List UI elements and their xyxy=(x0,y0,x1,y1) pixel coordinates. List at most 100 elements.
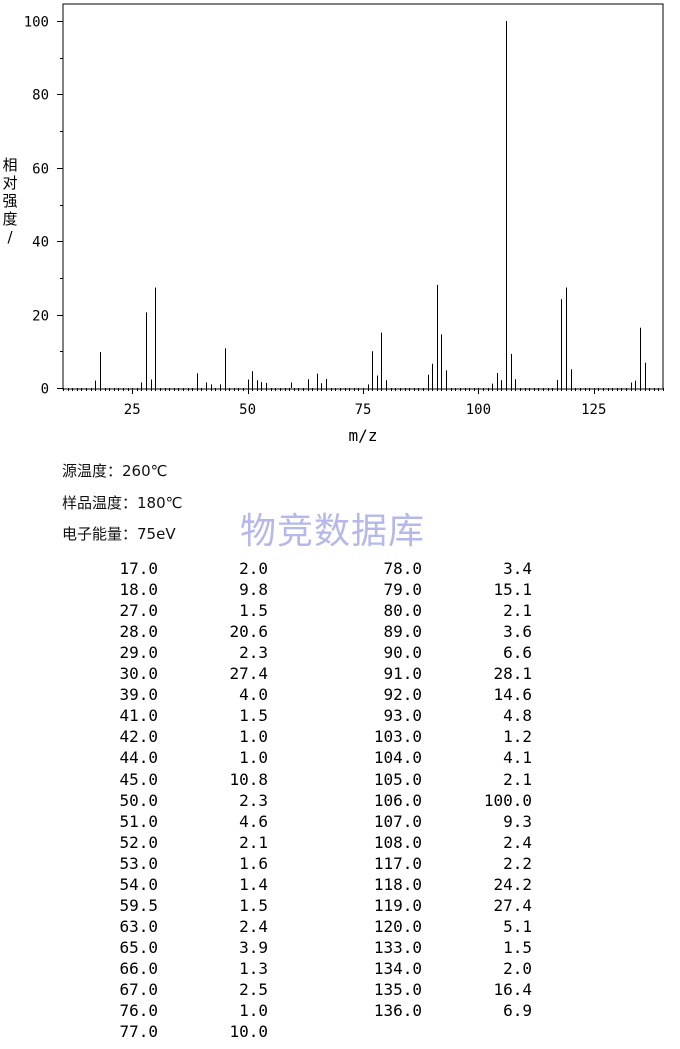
table-mz-cell: 90.0 xyxy=(383,643,422,663)
table-intensity-cell: 1.3 xyxy=(239,958,268,978)
table-intensity-cell: 3.6 xyxy=(503,622,532,642)
table-mz-cell: 89.0 xyxy=(383,622,422,642)
table-mz-cell: 30.0 xyxy=(119,664,158,684)
table-mz-cell: 53.0 xyxy=(119,853,158,873)
table-intensity-cell: 2.0 xyxy=(503,958,532,978)
svg-text:对: 对 xyxy=(2,174,17,192)
table-mz-cell: 63.0 xyxy=(119,916,158,936)
table-mz-cell: 42.0 xyxy=(119,727,158,747)
svg-text:相: 相 xyxy=(2,156,17,174)
table-intensity-cell: 4.6 xyxy=(239,811,268,831)
table-mz-cell: 107.0 xyxy=(373,811,422,831)
table-mz-cell: 106.0 xyxy=(373,790,422,810)
x-tick-label: 75 xyxy=(355,402,372,418)
table-intensity-cell: 2.5 xyxy=(239,980,268,999)
table-intensity-cell: 1.0 xyxy=(239,1001,268,1021)
table-intensity-cell: 27.4 xyxy=(229,664,268,684)
table-intensity-cell: 3.4 xyxy=(503,559,532,578)
source-temperature: 源温度：260℃ xyxy=(62,462,168,480)
table-mz-cell: 120.0 xyxy=(373,916,422,936)
table-mz-cell: 67.0 xyxy=(119,980,158,999)
table-intensity-cell: 4.0 xyxy=(239,685,268,705)
table-mz-cell: 41.0 xyxy=(119,706,158,726)
table-mz-cell: 133.0 xyxy=(373,937,422,957)
x-axis-label: m/z xyxy=(349,426,378,445)
table-intensity-cell: 2.3 xyxy=(239,790,268,810)
table-mz-cell: 108.0 xyxy=(373,832,422,852)
table-intensity-cell: 2.0 xyxy=(239,559,268,578)
table-intensity-cell: 2.1 xyxy=(239,832,268,852)
y-tick-label: 20 xyxy=(32,309,49,325)
table-intensity-cell: 4.1 xyxy=(503,748,532,768)
table-mz-cell: 80.0 xyxy=(383,601,422,621)
table-mz-cell: 27.0 xyxy=(119,601,158,621)
table-intensity-cell: 1.0 xyxy=(239,727,268,747)
x-tick-label: 100 xyxy=(466,402,491,418)
table-mz-cell: 54.0 xyxy=(119,874,158,894)
electron-energy: 电子能量：75eV xyxy=(62,525,176,543)
table-intensity-cell: 2.4 xyxy=(239,916,268,936)
table-mz-cell: 91.0 xyxy=(383,664,422,684)
y-tick-label: 60 xyxy=(32,162,49,178)
table-intensity-cell: 2.1 xyxy=(503,601,532,621)
table-mz-cell: 50.0 xyxy=(119,790,158,810)
table-intensity-cell: 2.3 xyxy=(239,643,268,663)
table-mz-cell: 119.0 xyxy=(373,895,422,915)
x-axis-ticks: 25 50 75 100 125 xyxy=(124,402,607,418)
x-tick-label: 125 xyxy=(581,402,606,418)
table-intensity-cell: 24.2 xyxy=(493,874,532,894)
watermark: 物竞数据库 xyxy=(240,511,426,552)
table-intensity-cell: 1.5 xyxy=(239,706,268,726)
table-intensity-cell: 16.4 xyxy=(493,980,532,999)
table-mz-cell: 18.0 xyxy=(119,580,158,600)
table-intensity-cell: 2.2 xyxy=(503,853,532,873)
y-axis-ticks: 0 20 40 60 80 100 xyxy=(24,15,63,398)
svg-text:/: / xyxy=(7,228,13,246)
table-intensity-cell: 1.2 xyxy=(503,727,532,747)
table-mz-cell: 59.5 xyxy=(119,895,158,915)
table-intensity-cell: 6.9 xyxy=(503,1001,532,1021)
table-intensity-cell: 27.4 xyxy=(493,895,532,915)
table-mz-cell: 44.0 xyxy=(119,748,158,768)
table-mz-cell: 135.0 xyxy=(373,980,422,999)
table-intensity-cell: 1.5 xyxy=(503,937,532,957)
table-mz-cell: 78.0 xyxy=(383,559,422,578)
table-mz-cell: 52.0 xyxy=(119,832,158,852)
y-tick-label: 0 xyxy=(41,382,49,398)
table-intensity-cell: 9.3 xyxy=(503,811,532,831)
table-intensity-cell: 10.0 xyxy=(229,1022,268,1042)
y-tick-label: 100 xyxy=(24,15,49,31)
x-minor-ticks xyxy=(63,388,664,394)
table-intensity-cell: 4.8 xyxy=(503,706,532,726)
table-mz-cell: 136.0 xyxy=(373,1001,422,1021)
table-intensity-cell: 1.5 xyxy=(239,601,268,621)
table-mz-cell: 134.0 xyxy=(373,958,422,978)
y-axis-label: 相 对 强 度 / xyxy=(2,156,17,246)
table-mz-cell: 76.0 xyxy=(119,1001,158,1021)
table-intensity-cell: 6.6 xyxy=(503,643,532,663)
table-mz-cell: 51.0 xyxy=(119,811,158,831)
svg-text:度: 度 xyxy=(2,210,17,228)
table-mz-cell: 17.0 xyxy=(119,559,158,578)
table-mz-cell: 118.0 xyxy=(373,874,422,894)
table-mz-cell: 92.0 xyxy=(383,685,422,705)
table-intensity-cell: 5.1 xyxy=(503,916,532,936)
table-intensity-cell: 3.9 xyxy=(239,937,268,957)
table-intensity-cell: 2.4 xyxy=(503,832,532,852)
table-intensity-cell: 10.8 xyxy=(229,769,268,789)
table-mz-cell: 29.0 xyxy=(119,643,158,663)
table-intensity-cell: 9.8 xyxy=(239,580,268,600)
table-mz-cell: 28.0 xyxy=(119,622,158,642)
y-tick-label: 40 xyxy=(32,235,49,251)
table-mz-cell: 117.0 xyxy=(373,853,422,873)
table-mz-cell: 77.0 xyxy=(119,1022,158,1042)
table-intensity-cell: 15.1 xyxy=(493,580,532,600)
table-intensity-cell: 1.0 xyxy=(239,748,268,768)
spectrum-peaks xyxy=(95,21,646,388)
table-mz-cell: 39.0 xyxy=(119,685,158,705)
table-mz-cell: 105.0 xyxy=(373,769,422,789)
table-intensity-cell: 2.1 xyxy=(503,769,532,789)
table-mz-cell: 66.0 xyxy=(119,958,158,978)
table-mz-cell: 103.0 xyxy=(373,727,422,747)
